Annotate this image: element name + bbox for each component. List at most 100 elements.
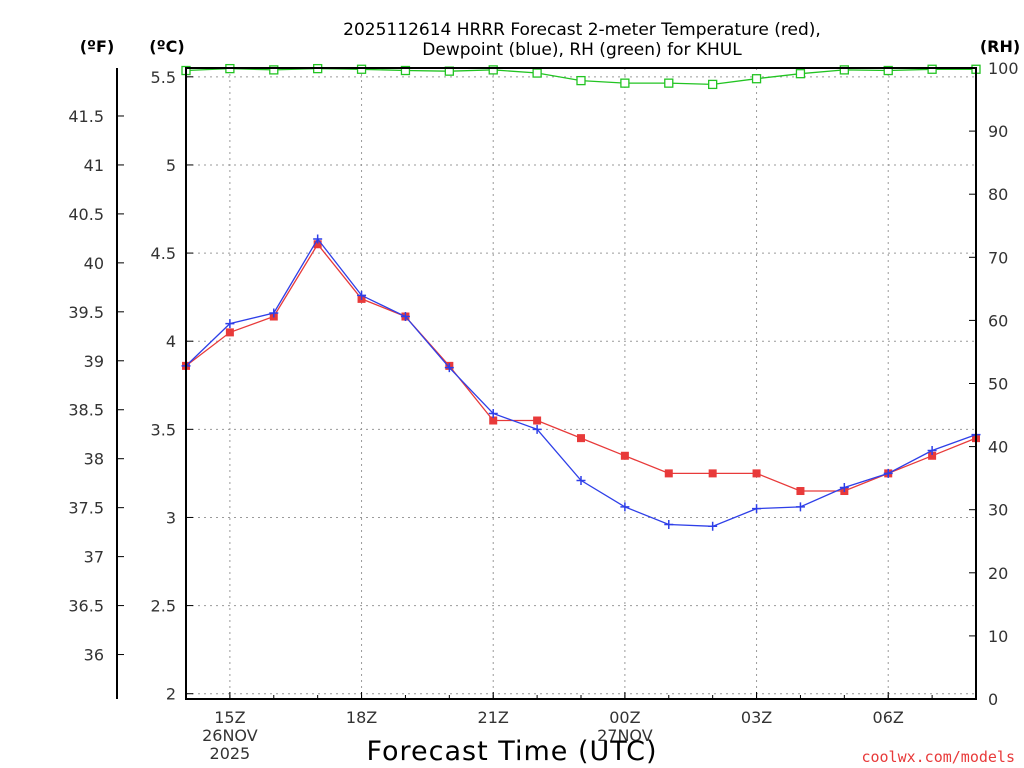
temperature-point	[708, 469, 717, 478]
rh-tick-label: 100	[988, 59, 1019, 78]
rh-axis: 0 10 20 30 40 50 60 70 80 90 100	[969, 59, 1019, 709]
dewpoint-point	[313, 234, 323, 244]
dewpoint-point	[576, 475, 586, 485]
dewpoint-point	[883, 468, 893, 478]
temperature-point	[225, 328, 234, 337]
rh-tick-label: 20	[988, 564, 1008, 583]
fahrenheit-tick-label: 36.5	[68, 597, 104, 616]
dewpoint-point	[664, 520, 674, 530]
dewpoint-point	[927, 445, 937, 455]
dewpoint-point	[532, 424, 542, 434]
x-tick-label: 2025	[210, 744, 251, 763]
celsius-tick-label: 4	[166, 332, 176, 351]
temperature-point	[489, 416, 498, 425]
rh-point	[576, 75, 586, 86]
fahrenheit-tick-label: 40	[84, 254, 104, 273]
rh-point	[795, 69, 806, 79]
series-lines	[181, 63, 981, 531]
dewpoint-point	[752, 504, 762, 514]
fahrenheit-tick-label: 41	[84, 156, 104, 175]
rh-point	[400, 65, 411, 76]
rh-point	[664, 78, 674, 88]
temperature-point	[313, 240, 322, 249]
rh-tick-label: 0	[988, 690, 998, 709]
x-tick-label: 00Z	[609, 708, 640, 727]
dewpoint-point	[444, 363, 454, 373]
rh-point	[751, 74, 762, 84]
rh-tick-label: 60	[988, 311, 1008, 330]
chart-title-line-2: Dewpoint (blue), RH (green) for KHUL	[422, 40, 742, 60]
fahrenheit-tick-label: 39.5	[68, 303, 104, 322]
rh-point	[839, 65, 849, 75]
rh-point	[532, 68, 542, 78]
rh-point	[883, 65, 893, 76]
dewpoint-point	[839, 482, 849, 492]
fahrenheit-axis: 36 36.5 37 37.5 38 38.5 39 39.5 40 40.5 41 41.5	[68, 68, 124, 699]
fahrenheit-tick-label: 39	[84, 352, 104, 371]
rh-tick-label: 50	[988, 375, 1008, 394]
fahrenheit-tick-label: 37.5	[68, 499, 104, 518]
temperature-line	[185, 243, 977, 492]
rh-tick-label: 30	[988, 501, 1008, 520]
celsius-tick-label: 5.5	[151, 68, 176, 87]
plot-frame	[185, 67, 977, 700]
celsius-unit-label: (ºC)	[149, 37, 184, 56]
temperature-point	[620, 451, 629, 460]
rh-unit-label: (RH)	[980, 37, 1020, 56]
dewpoint-point	[795, 502, 805, 512]
fahrenheit-tick-label: 36	[84, 646, 104, 665]
temperature-point	[533, 416, 542, 425]
credit-text: coolwx.com/models	[861, 748, 1015, 766]
celsius-tick-label: 2	[166, 685, 176, 704]
x-tick-label: 03Z	[741, 708, 772, 727]
rh-tick-label: 40	[988, 438, 1008, 457]
dewpoint-point	[269, 308, 279, 318]
temperature-point	[796, 487, 805, 496]
rh-point	[356, 64, 367, 74]
rh-point	[488, 65, 498, 75]
temperature-series	[182, 240, 980, 496]
celsius-tick-label: 3.5	[151, 420, 176, 439]
celsius-tick-label: 4.5	[151, 244, 176, 263]
rh-point	[620, 78, 630, 88]
dewpoint-point	[488, 408, 498, 418]
x-tick-label: 15Z	[214, 708, 245, 727]
temperature-point	[577, 434, 585, 443]
dewpoint-point	[400, 312, 410, 322]
rh-tick-label: 80	[988, 185, 1008, 204]
fahrenheit-unit-label: (ºF)	[80, 37, 115, 56]
rh-point	[708, 79, 718, 90]
x-tick-label: 27NOV	[597, 726, 653, 745]
dewpoint-point	[225, 319, 235, 329]
fahrenheit-tick-label: 40.5	[68, 205, 104, 224]
celsius-tick-label: 3	[166, 508, 176, 527]
celsius-tick-label: 5	[166, 156, 176, 175]
rh-tick-label: 10	[988, 627, 1008, 646]
rh-tick-label: 70	[988, 248, 1008, 267]
dewpoint-series	[181, 234, 981, 531]
fahrenheit-tick-label: 41.5	[68, 107, 104, 126]
fahrenheit-tick-label: 38	[84, 450, 104, 469]
dewpoint-point	[708, 521, 718, 531]
celsius-tick-label: 2.5	[151, 597, 176, 616]
chart-title-line-1: 2025112614 HRRR Forecast 2-meter Tempera…	[343, 20, 821, 40]
rh-tick-label: 90	[988, 122, 1008, 141]
fahrenheit-tick-label: 38.5	[68, 401, 104, 420]
temperature-point	[752, 469, 761, 478]
x-tick-label: 06Z	[873, 708, 904, 727]
x-axis-label: Forecast Time (UTC)	[366, 736, 657, 767]
dewpoint-point	[620, 502, 630, 512]
x-tick-label: 18Z	[346, 708, 377, 727]
rh-point	[269, 65, 279, 75]
temperature-point	[928, 451, 937, 460]
dewpoint-point	[357, 290, 367, 300]
fahrenheit-tick-label: 37	[84, 548, 104, 567]
grid-lines	[186, 68, 976, 699]
temperature-point	[664, 469, 673, 478]
x-tick-label: 26NOV	[202, 726, 258, 745]
rh-point	[927, 64, 937, 74]
x-tick-label: 21Z	[478, 708, 509, 727]
celsius-axis: 2 2.5 3 3.5 4 4.5 5 5.5	[151, 68, 193, 704]
